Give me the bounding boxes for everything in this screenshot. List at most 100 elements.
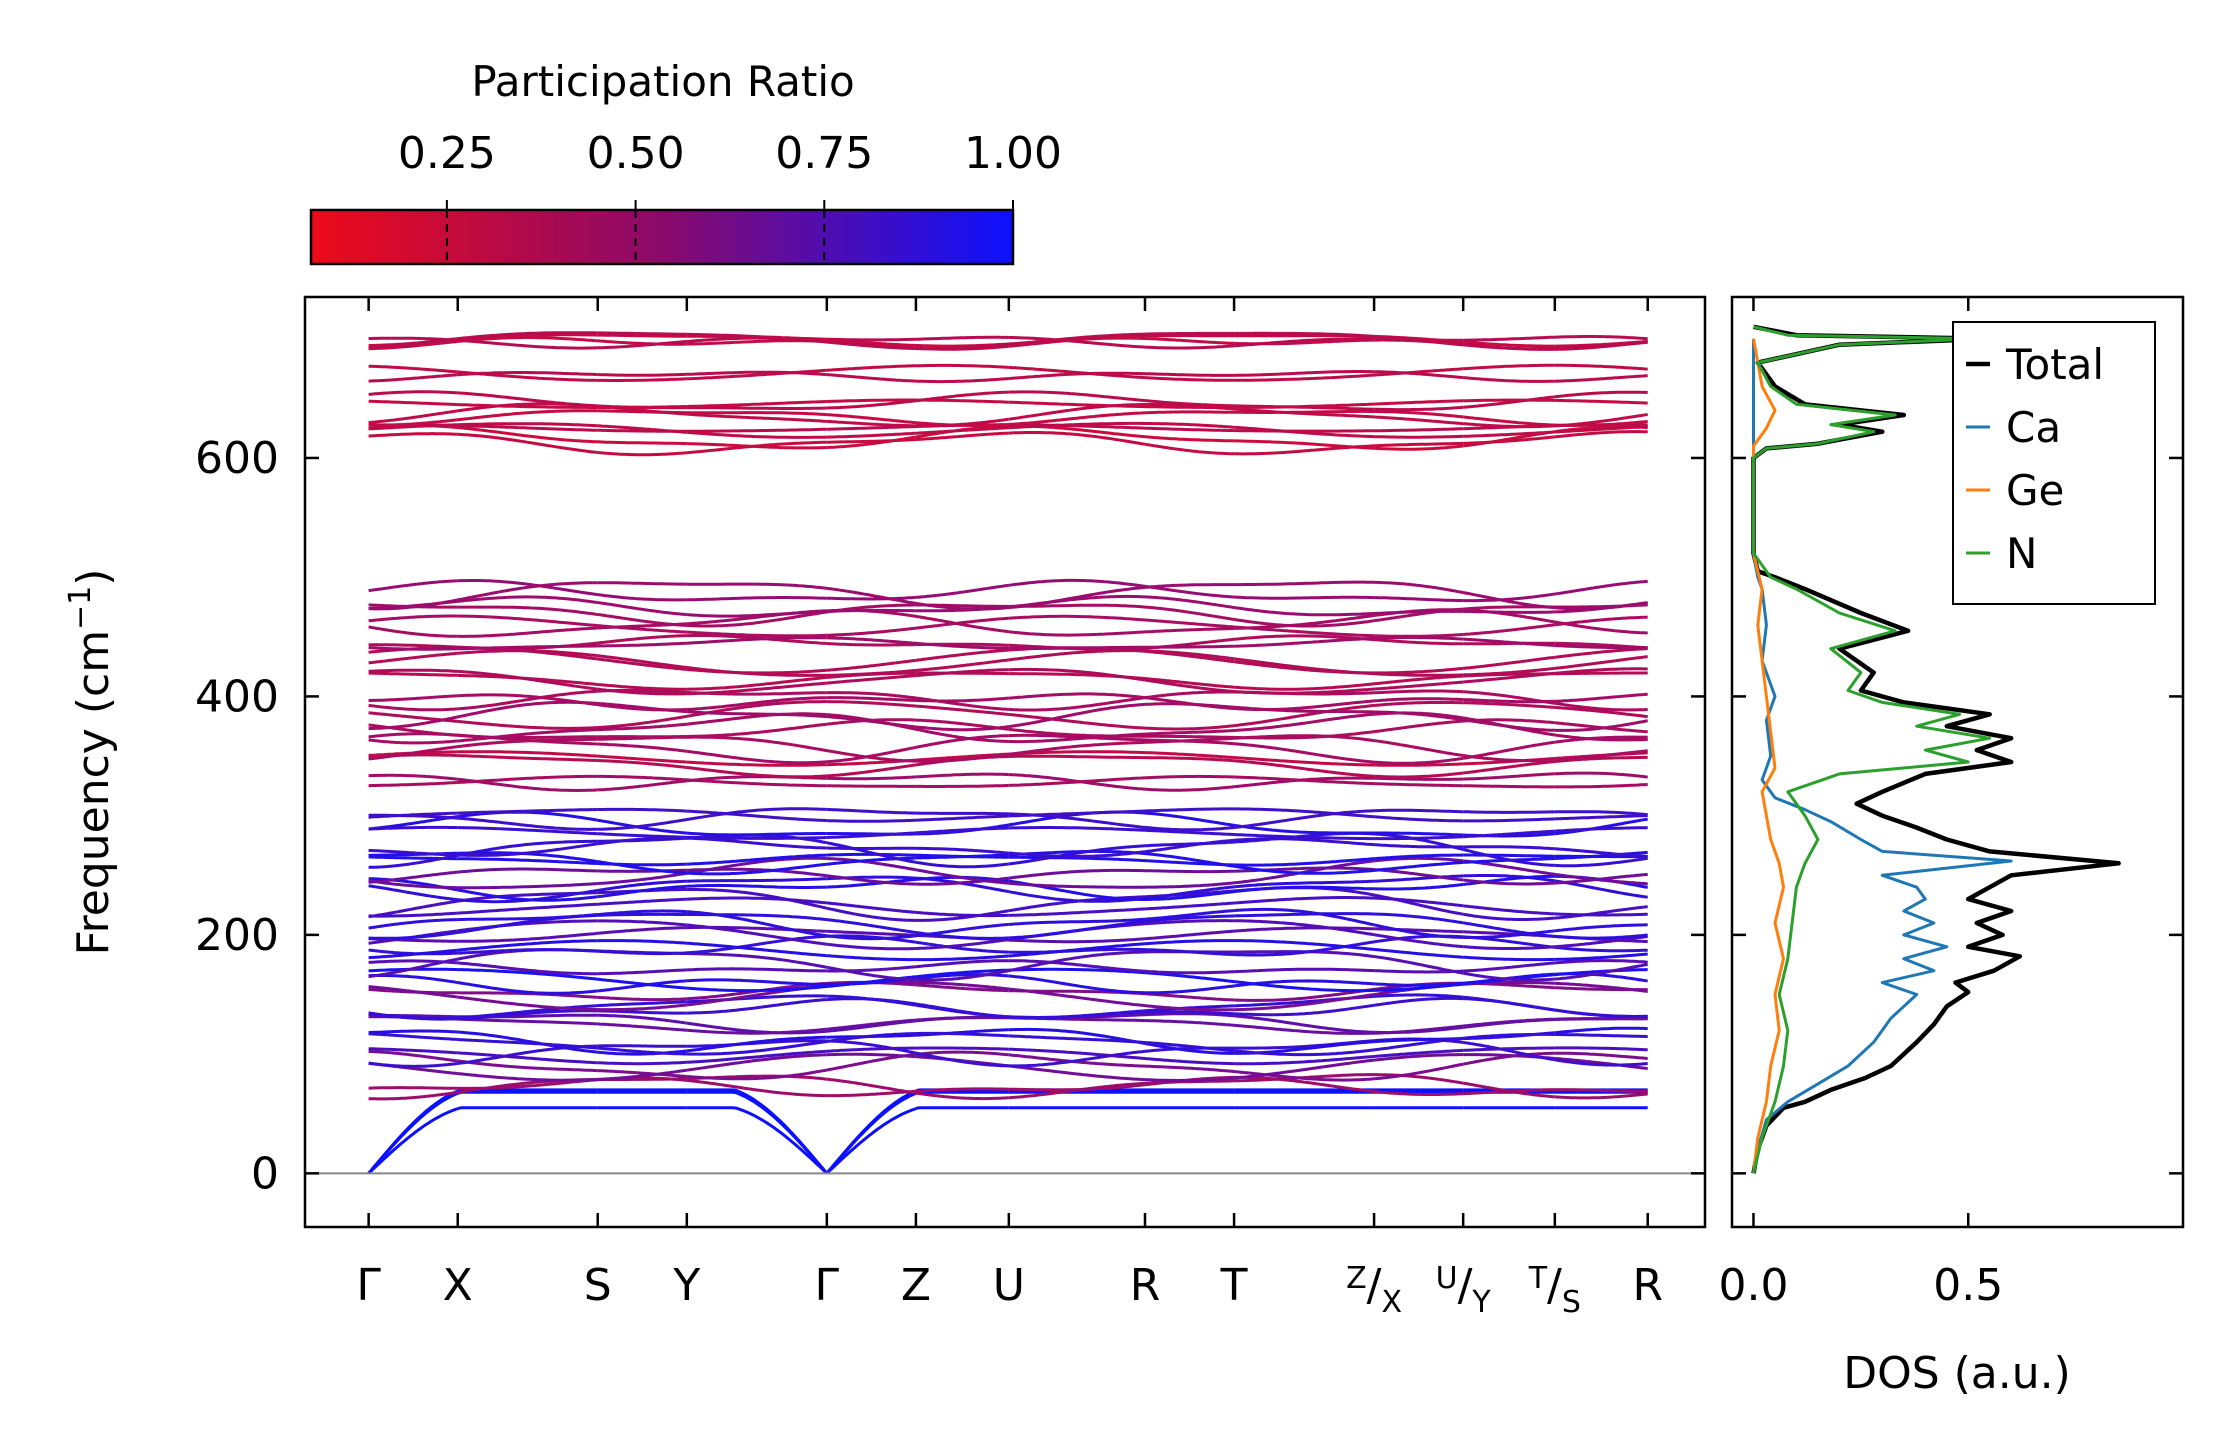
phonon-band <box>1234 429 1375 433</box>
phonon-band <box>1374 835 1464 841</box>
phonon-band <box>1144 914 1235 923</box>
phonon-band <box>1233 634 1375 642</box>
phonon-band <box>826 425 916 431</box>
phonon-band <box>1463 666 1555 677</box>
phonon-band <box>1144 971 1235 984</box>
phonon-band <box>457 626 598 638</box>
phonon-band <box>1554 340 1648 350</box>
phonon-band <box>1374 434 1464 439</box>
phonon-band <box>1008 750 1146 756</box>
phonon-band <box>1554 1046 1648 1052</box>
phonon-band <box>597 593 687 602</box>
phonon-band <box>686 809 827 823</box>
kpoint-label: R <box>1130 1260 1161 1311</box>
phonon-band <box>597 968 687 976</box>
phonon-band <box>915 335 1009 341</box>
phonon-band <box>368 390 458 396</box>
phonon-band <box>1145 422 1235 429</box>
phonon-band <box>1144 785 1235 792</box>
phonon-band <box>1554 1026 1648 1035</box>
phonon-band <box>915 814 1009 822</box>
phonon-band <box>1463 878 1555 886</box>
legend-label: N <box>2006 529 2037 578</box>
phonon-band <box>1144 690 1235 700</box>
phonon-band <box>597 377 687 382</box>
phonon-band <box>597 440 687 446</box>
band-ytick-label: 400 <box>195 671 279 722</box>
phonon-band <box>1373 1036 1464 1052</box>
dos-xtick-label: 0.5 <box>1933 1260 2003 1311</box>
kpoint-label: Γ <box>815 1260 840 1311</box>
phonon-band <box>826 608 916 613</box>
phonon-band <box>686 636 827 645</box>
phonon-band <box>1463 810 1555 814</box>
phonon-band <box>826 586 917 605</box>
phonon-band <box>1374 710 1464 722</box>
phonon-band <box>1144 405 1235 409</box>
phonon-band <box>368 614 458 623</box>
phonon-band <box>915 426 1009 435</box>
phonon-band <box>915 1003 1009 1019</box>
phonon-band <box>826 1089 916 1098</box>
phonon-band <box>457 581 598 602</box>
phonon-band <box>1233 823 1375 835</box>
phonon-band <box>457 968 598 981</box>
phonon-band <box>686 888 828 910</box>
phonon-band <box>597 657 687 671</box>
phonon-band <box>826 691 917 700</box>
phonon-band <box>686 952 828 969</box>
phonon-band <box>1008 649 1145 662</box>
phonon-band <box>915 1091 1009 1101</box>
phonon-band <box>1144 618 1235 629</box>
phonon-band <box>1374 776 1464 781</box>
phonon-band <box>368 959 458 965</box>
phonon-band <box>686 412 827 423</box>
phonon-band <box>368 853 459 869</box>
phonon-band <box>368 899 458 919</box>
phonon-band <box>686 696 827 711</box>
band-panel: 0 200 400 600 Γ X S Y Γ Z U R T Z/X U/Y T/S R Frequency… <box>63 295 1707 1320</box>
phonon-band <box>1144 376 1235 382</box>
phonon-band <box>1373 739 1464 757</box>
phonon-band <box>457 948 598 955</box>
phonon-band <box>1554 413 1648 428</box>
phonon-band <box>1144 939 1235 946</box>
phonon-band <box>915 772 1009 779</box>
phonon-band <box>457 1030 598 1054</box>
band-axes-frame <box>303 295 1707 1229</box>
phonon-band <box>597 879 687 892</box>
phonon-band <box>1463 853 1555 858</box>
phonon-band <box>457 424 598 432</box>
phonon-band <box>826 413 917 425</box>
kpoint-label: Z <box>901 1260 931 1311</box>
legend-label: Total <box>2005 340 2104 389</box>
phonon-band <box>1373 947 1464 959</box>
phonon-band <box>1374 410 1464 419</box>
phonon-band <box>1374 405 1464 412</box>
phonon-band <box>1234 407 1375 419</box>
phonon-band <box>826 818 916 823</box>
phonon-band <box>915 940 1009 954</box>
phonon-band <box>1008 917 1146 926</box>
phonon-band <box>1144 774 1235 780</box>
phonon-band <box>686 766 827 779</box>
phonon-band <box>1374 896 1464 908</box>
phonon-band <box>1144 1057 1235 1066</box>
phonon-band <box>1234 919 1375 937</box>
phonon-band <box>826 784 916 788</box>
phonon-band <box>915 1090 1009 1095</box>
phonon-band <box>597 1022 687 1032</box>
phonon-band <box>1374 609 1464 615</box>
phonon-band <box>457 842 598 857</box>
phonon-band <box>1554 620 1648 635</box>
phonon-band <box>826 901 917 914</box>
phonon-band <box>597 450 687 457</box>
phonon-band <box>686 332 827 344</box>
phonon-band <box>1144 1041 1235 1053</box>
phonon-band <box>1234 730 1375 740</box>
phonon-band <box>1008 826 1146 832</box>
phonon-band <box>457 839 598 857</box>
phonon-band <box>457 913 598 922</box>
phonon-band <box>915 668 1009 678</box>
